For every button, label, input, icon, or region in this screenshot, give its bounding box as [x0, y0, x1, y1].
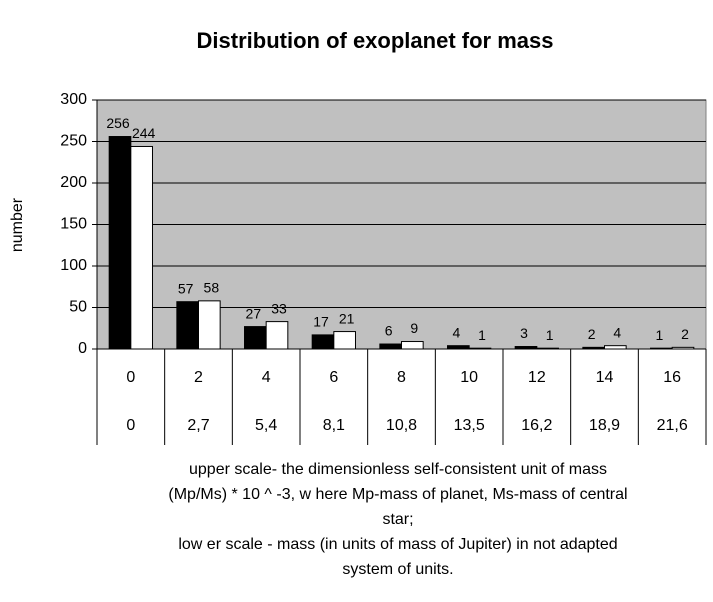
- x-tick-label-lower: 2,7: [187, 417, 209, 434]
- x-tick-label: 6: [329, 369, 338, 386]
- data-label: 2: [681, 326, 689, 342]
- x-tick-label: 4: [262, 369, 271, 386]
- bar: [311, 334, 335, 350]
- bar: [671, 346, 695, 350]
- y-tick-label: 100: [60, 257, 87, 274]
- x-tick-label-lower: 0: [126, 417, 135, 434]
- x-tick-label: 2: [194, 369, 203, 386]
- y-tick-label: 200: [60, 174, 87, 191]
- data-label: 4: [452, 324, 460, 340]
- data-label: 21: [339, 310, 355, 326]
- bar: [244, 326, 267, 350]
- y-tick-label: 50: [69, 299, 87, 316]
- bar: [447, 345, 470, 350]
- bar: [468, 347, 492, 350]
- y-tick-label: 250: [60, 133, 87, 150]
- bar: [265, 321, 289, 350]
- data-label: 6: [385, 323, 393, 339]
- bar: [650, 347, 673, 350]
- x-tick-label: 8: [397, 369, 406, 386]
- bar: [176, 301, 199, 350]
- x-tick-label-lower: 13,5: [454, 417, 485, 434]
- bar: [604, 345, 627, 350]
- data-label: 1: [478, 327, 486, 343]
- y-axis-label: number: [9, 197, 26, 252]
- data-label: 17: [313, 314, 329, 330]
- bar: [333, 331, 356, 350]
- data-label: 1: [546, 327, 554, 343]
- x-axis-note: low er scale - mass (in units of mass of…: [178, 536, 617, 553]
- x-axis-note: upper scale- the dimensionless self-cons…: [189, 461, 607, 478]
- data-label: 33: [271, 300, 287, 316]
- x-axis-note: star;: [382, 511, 413, 528]
- x-tick-label: 14: [596, 369, 614, 386]
- chart-title: Distribution of exoplanet for mass: [197, 28, 554, 53]
- x-tick-label-lower: 16,2: [521, 417, 552, 434]
- x-tick-label: 0: [126, 369, 135, 386]
- y-tick-label: 150: [60, 216, 87, 233]
- data-label: 1: [655, 327, 663, 343]
- x-tick-label-lower: 8,1: [323, 417, 345, 434]
- bar: [582, 346, 606, 350]
- y-tick-label: 300: [60, 91, 87, 108]
- x-tick-label-lower: 5,4: [255, 417, 277, 434]
- data-label: 57: [178, 280, 194, 296]
- bar: [514, 346, 538, 350]
- bar: [108, 136, 132, 350]
- data-label: 256: [106, 115, 130, 131]
- data-label: 9: [410, 320, 418, 336]
- y-tick-label: 0: [78, 340, 87, 357]
- x-tick-label-lower: 21,6: [657, 417, 688, 434]
- x-axis-note: (Mp/Ms) * 10 ^ -3, w here Mp-mass of pla…: [168, 486, 627, 503]
- data-label: 58: [204, 280, 220, 296]
- bar: [130, 145, 153, 350]
- x-tick-label: 12: [528, 369, 546, 386]
- x-tick-label-lower: 18,9: [589, 417, 620, 434]
- data-label: 3: [520, 325, 528, 341]
- x-tick-label-lower: 10,8: [386, 417, 417, 434]
- x-tick-label: 10: [460, 369, 478, 386]
- x-axis-note: system of units.: [342, 561, 453, 578]
- bar: [198, 300, 221, 350]
- bar: [379, 343, 403, 350]
- data-label: 4: [613, 324, 621, 340]
- data-label: 27: [246, 305, 262, 321]
- data-label: 2: [588, 326, 596, 342]
- data-label: 244: [132, 125, 156, 141]
- x-tick-label: 16: [663, 369, 681, 386]
- bar: [401, 341, 424, 350]
- bar: [536, 347, 559, 350]
